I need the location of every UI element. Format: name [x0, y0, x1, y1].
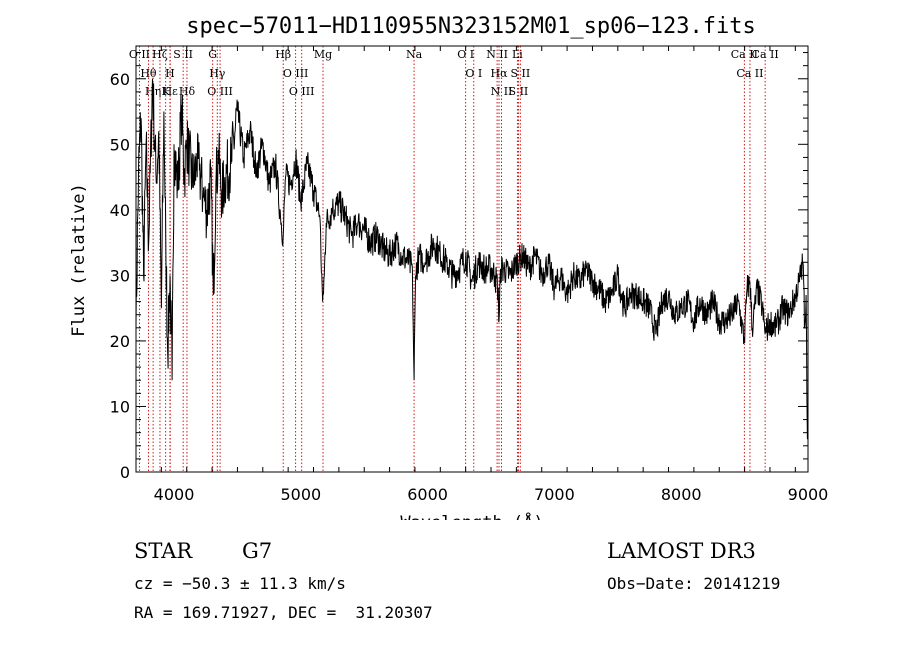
line-label: N II — [491, 85, 513, 98]
line-label: Hα — [490, 67, 508, 80]
line-label: Ca II — [731, 48, 758, 61]
line-label: Ca II — [752, 48, 779, 61]
line-label: O III — [289, 85, 315, 98]
y-axis-label: Flux (relative) — [69, 183, 89, 337]
x-axis-ticks: 4000 5000 6000 7000 8000 9000 — [135, 46, 829, 504]
line-label: O III — [207, 85, 233, 98]
chart-title: spec−57011−HD110955N323152M01_sp06−123.f… — [186, 14, 756, 39]
sky-coordinates: RA = 169.71927, DEC = 31.20307 — [134, 603, 433, 622]
x-tick-label: 9000 — [788, 485, 829, 504]
line-label: O I — [465, 67, 482, 80]
line-label: S II — [509, 85, 529, 98]
x-tick-label: 5000 — [280, 485, 321, 504]
line-label: K — [162, 85, 171, 98]
y-axis-ticks: 0 10 20 30 40 50 60 — [110, 52, 808, 482]
line-label: Li — [512, 48, 523, 61]
flux-series-group — [135, 78, 808, 440]
spectrum-chart: spec−57011−HD110955N323152M01_sp06−123.f… — [69, 14, 829, 520]
spectral-line-markers — [138, 46, 766, 472]
x-tick-label: 6000 — [407, 485, 448, 504]
survey-name: LAMOST DR3 — [607, 539, 756, 563]
line-label: O II — [129, 48, 150, 61]
line-label: Hδ — [179, 85, 196, 98]
line-label: Hγ — [209, 67, 226, 80]
line-label: S II — [510, 67, 530, 80]
object-subclass: G7 — [242, 539, 273, 563]
y-tick-label: 60 — [110, 70, 130, 89]
line-label: N II — [486, 48, 508, 61]
y-tick-label: 0 — [120, 463, 130, 482]
y-tick-label: 50 — [110, 135, 130, 154]
line-label: H — [165, 67, 175, 80]
redshift-value: cz = −50.3 ± 11.3 km/s — [134, 574, 346, 593]
line-label: Hε — [163, 85, 179, 98]
line-label: Mg — [314, 48, 332, 61]
line-label: Hθ — [140, 67, 157, 80]
object-class: STAR — [134, 539, 193, 563]
y-tick-label: 30 — [110, 266, 130, 285]
y-tick-label: 10 — [110, 397, 130, 416]
line-label: Na — [406, 48, 423, 61]
x-tick-label: 8000 — [661, 485, 702, 504]
line-label: Hβ — [275, 48, 291, 61]
line-label: O I — [457, 48, 474, 61]
line-label: G — [208, 48, 217, 61]
x-tick-label: 4000 — [154, 485, 195, 504]
x-axis-label: Wavelength (Å) — [400, 511, 543, 520]
line-label: Hζ — [152, 48, 168, 61]
flux-series-line — [135, 78, 808, 440]
line-label: S II — [173, 48, 193, 61]
y-tick-label: 40 — [110, 201, 130, 220]
observation-date: Obs−Date: 20141219 — [607, 574, 781, 593]
line-label: Ca II — [736, 67, 763, 80]
x-tick-label: 7000 — [534, 485, 575, 504]
line-label: O III — [283, 67, 309, 80]
plot-frame — [135, 45, 809, 473]
y-tick-label: 20 — [110, 332, 130, 351]
